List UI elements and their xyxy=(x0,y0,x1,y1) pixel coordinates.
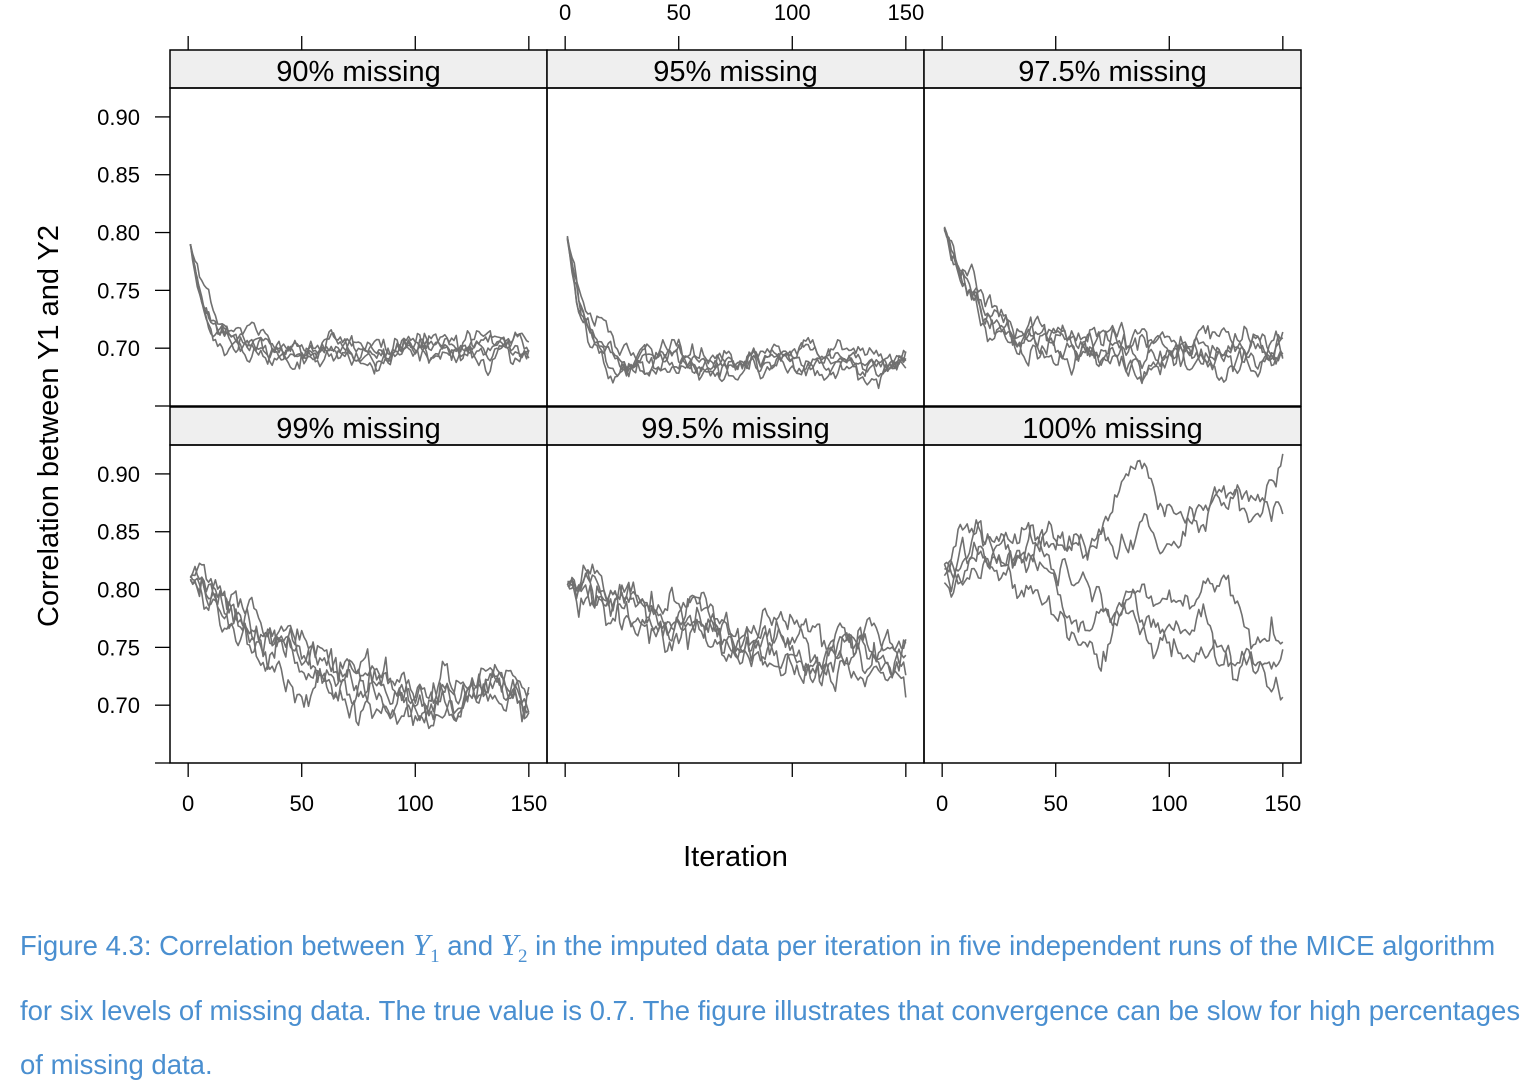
x-tick-label-top: 100 xyxy=(774,0,811,25)
x-tick-label-top: 50 xyxy=(666,0,690,25)
x-tick-label-top: 0 xyxy=(559,0,571,25)
y-tick-label: 0.85 xyxy=(97,520,140,545)
x-tick-label-bottom: 100 xyxy=(397,791,434,816)
series-line xyxy=(566,235,907,381)
series-line xyxy=(189,243,530,372)
series-line xyxy=(943,226,1284,371)
panel-strip xyxy=(923,406,1302,446)
series-line xyxy=(943,227,1284,383)
series-line xyxy=(189,562,530,727)
panel-series-group xyxy=(943,453,1284,701)
y-tick-label: 0.85 xyxy=(97,163,140,188)
series-line xyxy=(189,575,530,730)
caption-mid: and xyxy=(439,930,501,961)
panel-series-group xyxy=(566,563,907,698)
panel-frame xyxy=(923,444,1302,764)
series-line xyxy=(189,243,530,371)
y-axis-title: Correlation between Y1 and Y2 xyxy=(33,225,65,627)
series-line xyxy=(566,563,907,698)
panel-strip-label: 99.5% missing xyxy=(641,413,830,445)
y-tick-label: 0.70 xyxy=(97,693,140,718)
panel-strip-label: 100% missing xyxy=(1022,413,1203,445)
series-line xyxy=(566,238,907,377)
panel-strip-label: 97.5% missing xyxy=(1018,56,1207,88)
panel-series-group xyxy=(189,562,530,730)
x-tick-label-bottom: 150 xyxy=(1264,791,1301,816)
series-line xyxy=(567,572,907,684)
series-line xyxy=(943,484,1284,580)
x-tick-label-bottom: 0 xyxy=(936,791,948,816)
x-tick-label-bottom: 150 xyxy=(510,791,547,816)
panel-strip xyxy=(546,49,925,89)
trellis-chart: 90% missing 95% missing 97.5% missing 99% m… xyxy=(33,0,1302,873)
series-line xyxy=(943,228,1284,368)
series-line xyxy=(566,579,907,663)
series-line xyxy=(566,239,907,390)
y-tick-label: 0.80 xyxy=(97,221,140,246)
x-tick-label-top: 150 xyxy=(887,0,924,25)
panel-series-group xyxy=(566,235,907,390)
panel-strip-label: 99% missing xyxy=(276,413,440,445)
figure-caption: Figure 4.3: Correlation between Y1 and Y… xyxy=(20,918,1525,1092)
series-line xyxy=(943,554,1284,682)
caption-var2: Y2 xyxy=(500,927,528,968)
y-tick-label: 0.80 xyxy=(97,578,140,603)
series-line xyxy=(944,453,1284,585)
series-line xyxy=(566,238,907,384)
series-line xyxy=(943,524,1284,701)
panel-strip xyxy=(923,49,1302,89)
series-line xyxy=(189,577,530,723)
x-tick-label-bottom: 50 xyxy=(1043,791,1067,816)
x-tick-label-bottom: 100 xyxy=(1151,791,1188,816)
series-line xyxy=(189,243,530,363)
panel-series-group xyxy=(189,243,530,377)
series-line xyxy=(943,229,1284,385)
panel-strip xyxy=(169,49,548,89)
series-line xyxy=(189,243,530,377)
x-tick-label-bottom: 0 xyxy=(182,791,194,816)
y-tick-label: 0.75 xyxy=(97,635,140,660)
panel-strip-label: 95% missing xyxy=(653,56,817,88)
caption-var1: Y1 xyxy=(412,927,440,968)
series-line xyxy=(567,564,907,693)
panel-strip-label: 90% missing xyxy=(276,56,440,88)
y-tick-label: 0.75 xyxy=(97,278,140,303)
y-tick-label: 0.70 xyxy=(97,336,140,361)
series-line xyxy=(943,227,1284,378)
caption-prefix: Figure 4.3: Correlation between xyxy=(20,930,413,961)
y-tick-label: 0.90 xyxy=(97,105,140,130)
x-axis-title: Iteration xyxy=(683,841,788,873)
panel-series-group xyxy=(943,226,1284,385)
y-tick-label: 0.90 xyxy=(97,462,140,487)
panel-strip xyxy=(169,406,548,446)
x-tick-label-bottom: 50 xyxy=(289,791,313,816)
panel-frame xyxy=(923,87,1302,407)
